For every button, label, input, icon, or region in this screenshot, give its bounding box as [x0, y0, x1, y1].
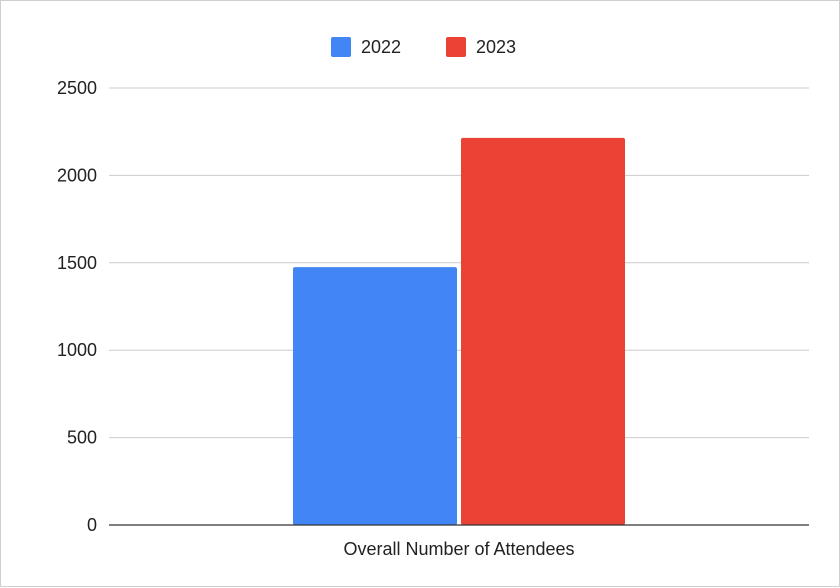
legend: 2022 2023 — [331, 37, 516, 57]
x-axis-category-labels: Overall Number of Attendees — [343, 539, 574, 559]
y-tick-label: 2000 — [57, 165, 97, 185]
legend-label-2022: 2022 — [361, 37, 401, 57]
legend-swatch-2022 — [331, 37, 351, 57]
y-tick-label: 0 — [87, 515, 97, 535]
bars — [293, 137, 625, 525]
y-axis-tick-labels: 0 500 1000 1500 2000 2500 — [57, 78, 97, 535]
bar-2022 — [293, 267, 457, 525]
y-tick-label: 500 — [67, 428, 97, 448]
x-category-label: Overall Number of Attendees — [343, 539, 574, 559]
bar-2023 — [461, 137, 625, 525]
y-tick-label: 2500 — [57, 78, 97, 98]
gridlines — [109, 87, 809, 439]
legend-swatch-2023 — [446, 37, 466, 57]
y-tick-label: 1500 — [57, 253, 97, 273]
y-tick-label: 1000 — [57, 340, 97, 360]
legend-label-2023: 2023 — [476, 37, 516, 57]
